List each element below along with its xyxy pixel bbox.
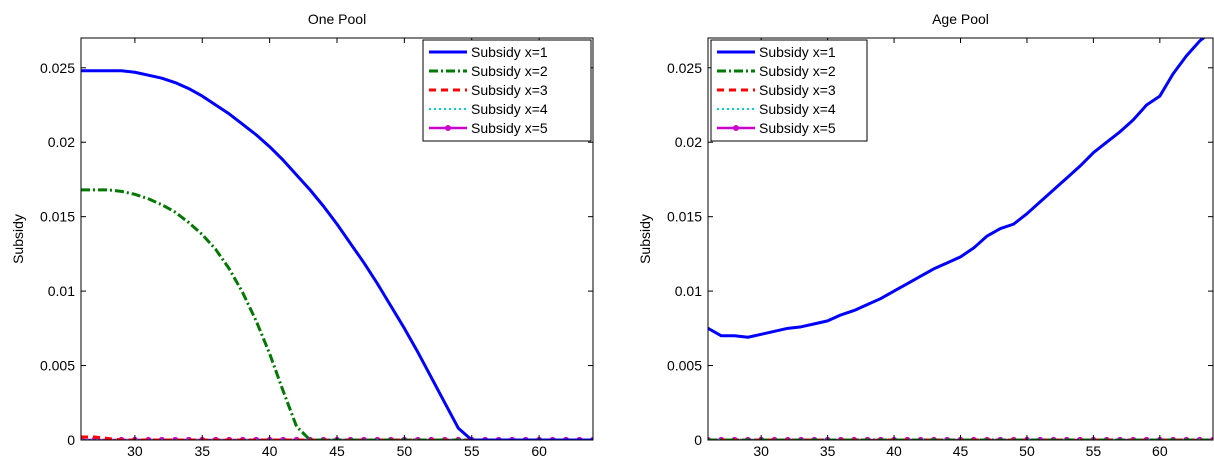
y-tick-label: 0.015 <box>667 209 702 225</box>
legend-box <box>422 39 592 142</box>
legend-marker-x5 <box>445 125 451 131</box>
y-tick-label: 0.015 <box>40 209 75 225</box>
x-tick-label: 50 <box>397 443 413 459</box>
legend-label-x5: Subsidy x=5 <box>759 120 836 136</box>
chart-title: One Pool <box>308 11 366 27</box>
legend-label-x4: Subsidy x=4 <box>471 101 548 117</box>
y-tick-label: 0 <box>694 432 702 448</box>
x-tick-label: 40 <box>262 443 278 459</box>
series-line-x1 <box>81 69 593 440</box>
x-tick-label: 45 <box>953 443 969 459</box>
x-tick-label: 35 <box>820 443 836 459</box>
legend-label-x2: Subsidy x=2 <box>759 63 836 79</box>
chart-title: Age Pool <box>932 11 989 27</box>
x-tick-label: 30 <box>753 443 769 459</box>
x-tick-label: 40 <box>886 443 902 459</box>
y-tick-label: 0.02 <box>48 134 75 150</box>
subplot-age-pool: Age Pool Subsidy 30 35 40 45 50 55 60 0 0.005 0.01 0… <box>637 11 1214 459</box>
y-tick-label: 0.02 <box>675 134 702 150</box>
y-tick-label: 0 <box>67 432 75 448</box>
legend-label-x4: Subsidy x=4 <box>759 101 836 117</box>
y-tick-label: 0.025 <box>40 60 75 76</box>
y-axis-label: Subsidy <box>10 214 26 264</box>
legend-label-x1: Subsidy x=1 <box>759 44 836 60</box>
legend-label-x2: Subsidy x=2 <box>471 63 548 79</box>
y-tick-label: 0.005 <box>40 358 75 374</box>
x-tick-label: 50 <box>1019 443 1035 459</box>
legend-label-x3: Subsidy x=3 <box>759 82 836 98</box>
x-tick-label: 45 <box>329 443 345 459</box>
x-tick-label: 60 <box>1152 443 1168 459</box>
y-tick-label: 0.025 <box>667 60 702 76</box>
subplot-one-pool: One Pool Subsidy 30 35 40 45 50 55 60 0 0.005 0.01 0… <box>10 11 594 459</box>
legend-label-x5: Subsidy x=5 <box>471 120 548 136</box>
y-tick-label: 0.005 <box>667 358 702 374</box>
y-axis-label: Subsidy <box>637 214 653 264</box>
legend-marker-x5 <box>733 125 739 131</box>
y-tick-label: 0.01 <box>675 283 702 299</box>
legend-label-x1: Subsidy x=1 <box>471 44 548 60</box>
series-line-x2 <box>81 188 593 440</box>
x-tick-label: 60 <box>531 443 547 459</box>
legend: Subsidy x=1 Subsidy x=2 Subsidy x=3 Subsidy… <box>422 39 592 142</box>
x-tick-label: 55 <box>1086 443 1102 459</box>
legend-box <box>710 39 868 142</box>
legend: Subsidy x=1 Subsidy x=2 Subsidy x=3 Subsidy… <box>710 39 868 142</box>
series-line-x1 <box>708 38 1206 339</box>
x-tick-label: 30 <box>127 443 143 459</box>
x-tick-label: 35 <box>194 443 210 459</box>
x-tick-label: 55 <box>464 443 480 459</box>
y-tick-label: 0.01 <box>48 283 75 299</box>
legend-label-x3: Subsidy x=3 <box>471 82 548 98</box>
